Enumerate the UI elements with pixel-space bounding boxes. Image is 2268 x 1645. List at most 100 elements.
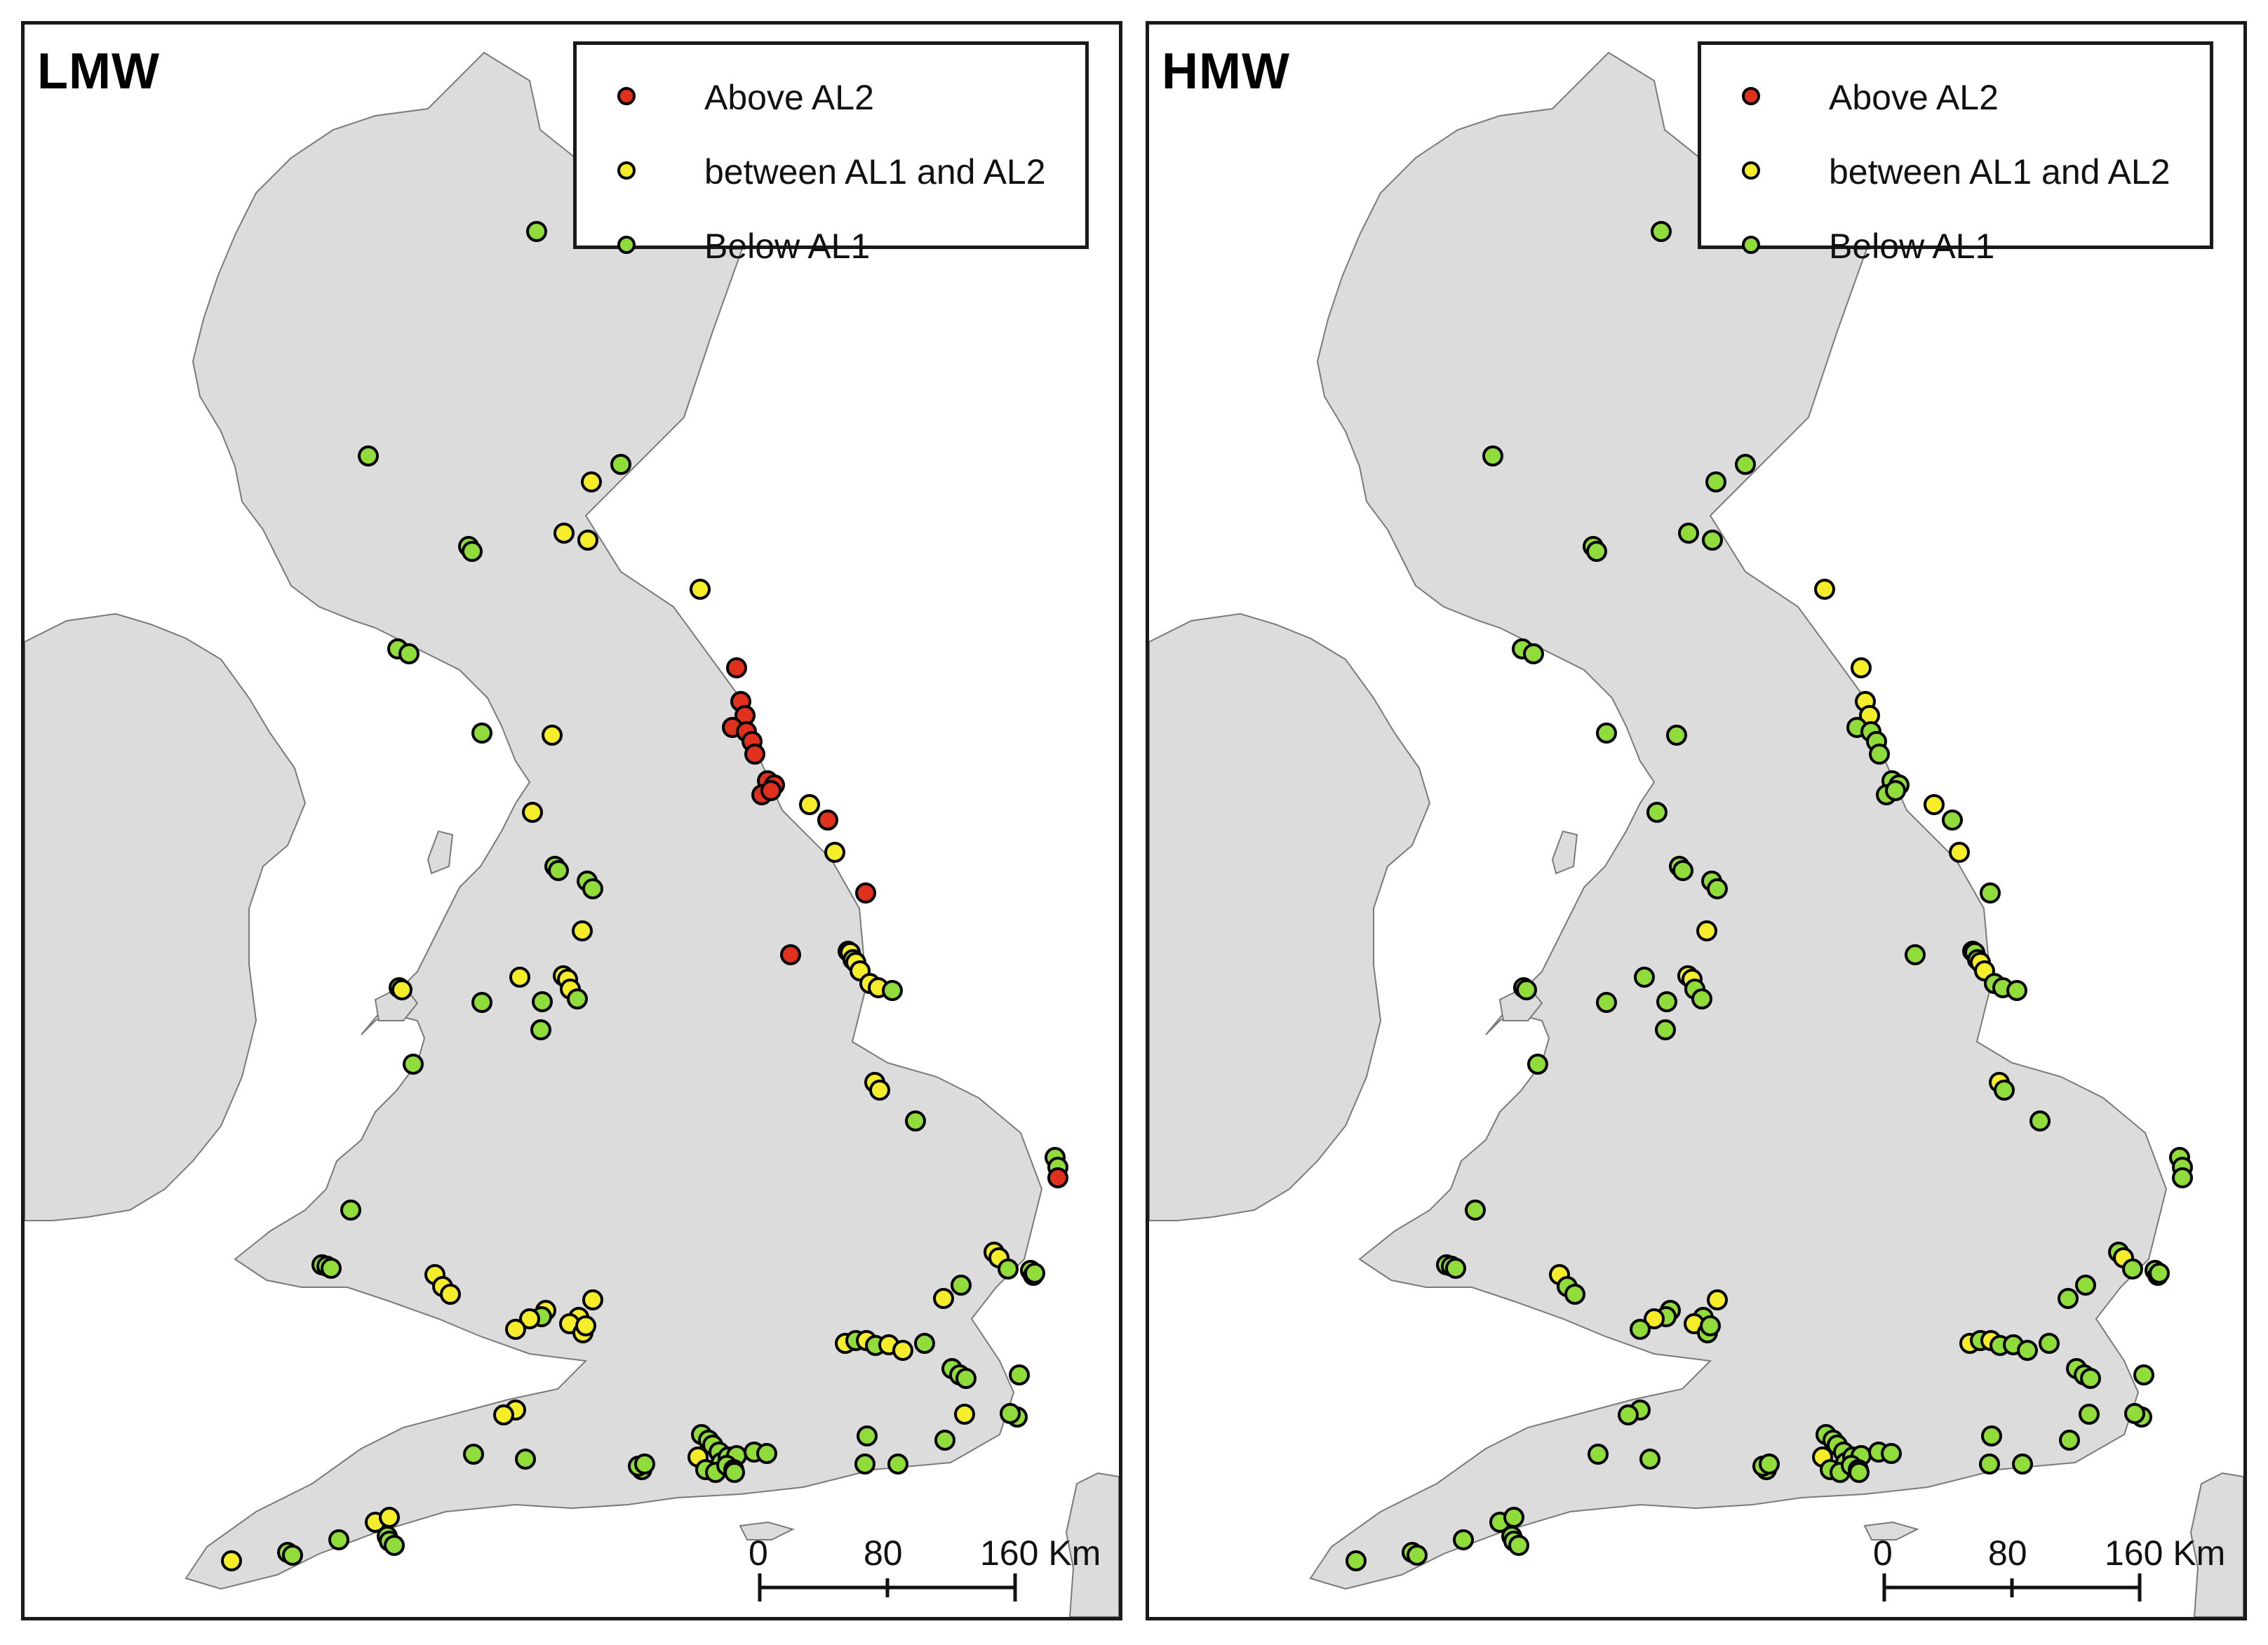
site-marker-between-al1-al2 <box>379 1507 400 1528</box>
site-marker-between-al1-al2 <box>933 1288 954 1309</box>
site-marker-below-al1 <box>1407 1545 1428 1566</box>
site-marker-between-al1-al2 <box>509 967 530 988</box>
site-marker-below-al1 <box>1979 1453 2000 1475</box>
site-marker-below-al1 <box>567 988 588 1009</box>
site-marker-below-al1 <box>1000 1403 1021 1424</box>
site-marker-below-al1 <box>321 1258 342 1279</box>
site-marker-below-al1 <box>1700 1315 1721 1336</box>
site-marker-below-al1 <box>1656 991 1677 1012</box>
site-marker-between-al1-al2 <box>892 1340 913 1361</box>
site-marker-below-al1 <box>1453 1529 1474 1550</box>
site-marker-below-al1 <box>403 1054 424 1075</box>
site-marker-below-al1 <box>462 541 483 562</box>
site-marker-below-al1 <box>857 1425 878 1446</box>
great-britain-landmass <box>1309 51 2168 1590</box>
panel-title: HMW <box>1162 43 1290 100</box>
site-marker-between-al1-al2 <box>553 523 575 544</box>
site-marker-between-al1-al2 <box>581 471 602 492</box>
site-marker-below-al1 <box>2017 1340 2038 1361</box>
site-marker-below-al1 <box>530 1019 551 1040</box>
site-marker-above-al2 <box>744 744 765 765</box>
scale-label-0: 0 <box>1873 1533 1893 1573</box>
site-marker-below-al1 <box>2149 1263 2170 1284</box>
map-panel-lmw: LMW Above AL2 between AL1 and AL2 Below … <box>21 21 1122 1620</box>
site-marker-between-al1-al2 <box>1851 657 1872 678</box>
legend-marker-yellow <box>1742 161 1760 180</box>
legend-label: Above AL2 <box>1829 78 1999 117</box>
site-marker-below-al1 <box>1759 1453 1780 1475</box>
site-marker-below-al1 <box>998 1258 1019 1280</box>
legend-item-above-al2: Above AL2 <box>1701 74 2210 123</box>
site-marker-below-al1 <box>2006 980 2027 1001</box>
site-marker-below-al1 <box>2059 1430 2080 1451</box>
site-marker-below-al1 <box>1527 1054 1548 1075</box>
site-marker-below-al1 <box>358 445 379 466</box>
isle-of-man <box>427 830 454 875</box>
panel-title: LMW <box>37 43 160 100</box>
legend-marker-yellow <box>617 161 636 180</box>
site-marker-between-al1-al2 <box>519 1308 540 1329</box>
sites-layer <box>1346 221 2193 1571</box>
site-marker-below-al1 <box>1009 1364 1030 1385</box>
site-marker-below-al1 <box>854 1453 875 1475</box>
site-marker-below-al1 <box>1630 1319 1651 1340</box>
legend-label: between AL1 and AL2 <box>1829 152 2170 192</box>
site-marker-below-al1 <box>882 980 903 1001</box>
site-marker-below-al1 <box>2079 1404 2100 1425</box>
site-marker-below-al1 <box>610 454 631 475</box>
site-marker-below-al1 <box>1994 1080 2015 1101</box>
legend-item-above-al2: Above AL2 <box>577 74 1085 123</box>
map-panel-hmw: HMW Above AL2 between AL1 and AL2 Below … <box>1146 21 2247 1620</box>
site-marker-below-al1 <box>2058 1288 2079 1309</box>
site-marker-below-al1 <box>1702 530 1723 551</box>
isle-of-wight <box>1863 1521 1919 1540</box>
site-marker-below-al1 <box>515 1449 536 1470</box>
site-marker-below-al1 <box>2029 1110 2051 1132</box>
site-marker-below-al1 <box>2012 1453 2033 1475</box>
site-marker-below-al1 <box>955 1368 977 1389</box>
site-marker-between-al1-al2 <box>572 920 593 941</box>
site-marker-below-al1 <box>1445 1258 1466 1279</box>
site-marker-below-al1 <box>914 1333 935 1354</box>
france-coast <box>1065 1472 1119 1617</box>
site-marker-below-al1 <box>1586 541 1607 562</box>
site-marker-between-al1-al2 <box>824 842 845 863</box>
site-marker-between-al1-al2 <box>505 1319 526 1340</box>
legend-marker-red <box>1742 87 1760 105</box>
map-canvas-lmw <box>25 51 1119 1617</box>
site-marker-below-al1 <box>1981 1425 2002 1446</box>
site-marker-between-al1-al2 <box>1644 1308 1665 1329</box>
legend-marker-green <box>617 236 636 254</box>
legend-label: Above AL2 <box>704 78 874 117</box>
map-canvas-hmw <box>1149 51 2243 1617</box>
sites-layer <box>221 221 1068 1571</box>
site-marker-below-al1 <box>1508 1535 1529 1556</box>
legend-marker-red <box>617 87 636 105</box>
site-marker-below-al1 <box>1655 1019 1676 1040</box>
site-marker-between-al1-al2 <box>577 530 598 551</box>
site-marker-below-al1 <box>1980 882 2001 904</box>
france-coast <box>2189 1472 2243 1617</box>
site-marker-below-al1 <box>1735 454 1756 475</box>
site-marker-below-al1 <box>1588 1444 1609 1465</box>
isle-of-wight <box>739 1521 795 1540</box>
site-marker-below-al1 <box>526 221 547 242</box>
legend-item-below-al1: Below AL1 <box>1701 223 2210 272</box>
site-marker-below-al1 <box>1639 1449 1660 1470</box>
site-marker-below-al1 <box>1651 221 1672 242</box>
site-marker-above-al2 <box>760 780 781 801</box>
site-marker-below-al1 <box>340 1200 361 1221</box>
landmass <box>1149 51 2243 1617</box>
scale-label-80: 80 <box>864 1533 903 1573</box>
site-marker-between-al1-al2 <box>493 1404 514 1425</box>
site-marker-between-al1-al2 <box>1814 579 1835 600</box>
site-marker-below-al1 <box>756 1443 777 1464</box>
site-marker-below-al1 <box>1848 1462 1870 1483</box>
landmass <box>25 51 1119 1617</box>
site-marker-below-al1 <box>582 878 603 899</box>
site-marker-between-al1-al2 <box>221 1550 242 1571</box>
site-marker-below-al1 <box>1618 1404 1639 1425</box>
legend-item-between: between AL1 and AL2 <box>1701 149 2210 198</box>
site-marker-below-al1 <box>1881 1443 1902 1464</box>
site-marker-below-al1 <box>384 1535 405 1556</box>
